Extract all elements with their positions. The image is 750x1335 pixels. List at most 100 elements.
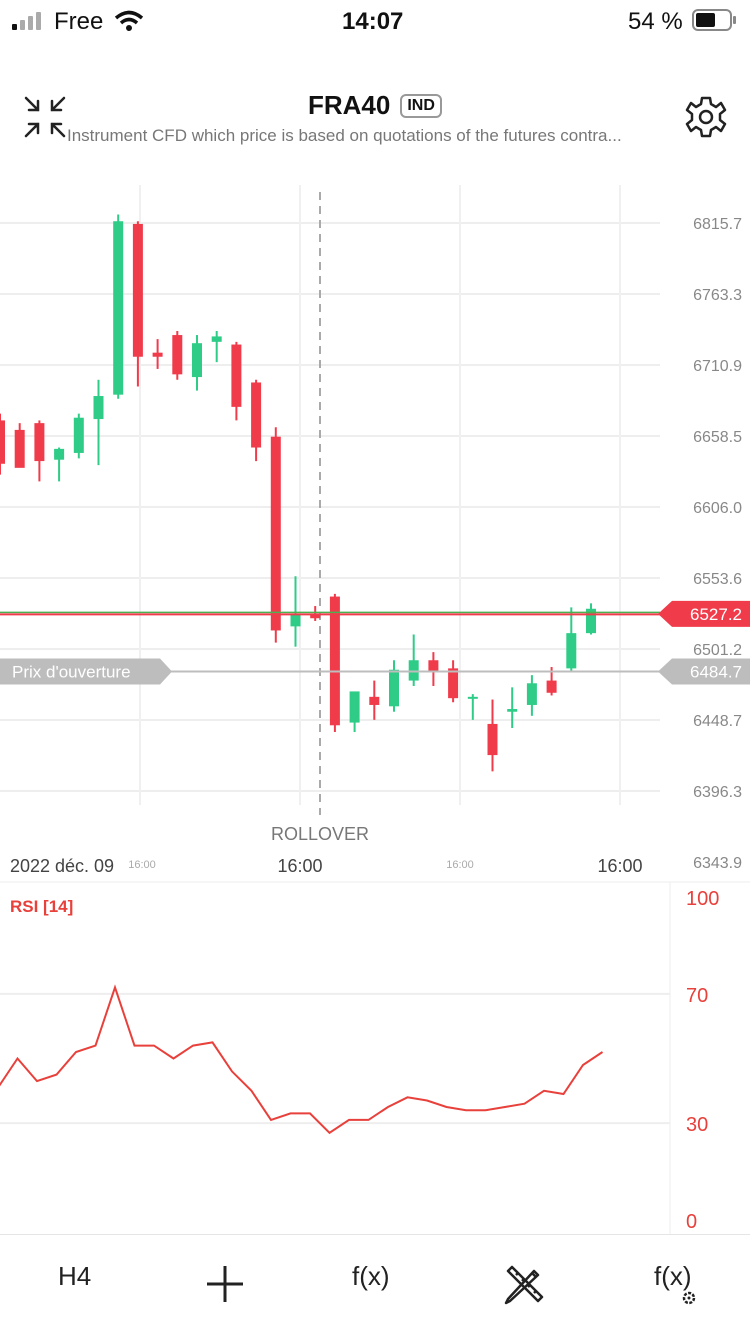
price-tick-label: 6710.9 bbox=[693, 358, 742, 375]
signal-icon bbox=[12, 12, 41, 30]
battery-percent: 54 % bbox=[628, 8, 683, 35]
price-chart[interactable]: ROLLOVER 6527.2 Prix d'ouverture 6484.7 68… bbox=[0, 180, 750, 1234]
instrument-symbol: FRA40 bbox=[308, 90, 391, 120]
indicator-settings-button[interactable]: f(x) bbox=[654, 1261, 692, 1291]
candle bbox=[251, 379, 262, 462]
candle-body bbox=[54, 448, 65, 460]
candle bbox=[428, 652, 439, 686]
candle-body bbox=[329, 596, 340, 726]
candle bbox=[0, 413, 5, 475]
instrument-header: FRA40 IND Instrument CFD which price is … bbox=[0, 60, 750, 160]
rsi-tick-label: 0 bbox=[686, 1211, 697, 1233]
current-price-value: 6527.2 bbox=[690, 605, 742, 624]
candle-body bbox=[93, 396, 104, 420]
open-price-value: 6484.7 bbox=[690, 662, 742, 681]
status-bar: Free 14:07 54 % bbox=[0, 0, 750, 44]
candle-body bbox=[310, 614, 321, 619]
candle bbox=[349, 691, 360, 733]
candle-body bbox=[152, 352, 163, 357]
candle bbox=[467, 694, 478, 720]
drawing-tools-icon[interactable] bbox=[504, 1263, 546, 1305]
candle-body bbox=[566, 633, 577, 669]
candle-body bbox=[428, 660, 439, 673]
candle bbox=[34, 420, 45, 482]
time-tick-label: 16:00 bbox=[446, 859, 474, 871]
price-tick-label: 6606.0 bbox=[693, 500, 742, 517]
title-row: FRA40 IND bbox=[308, 90, 442, 121]
price-tick-label: 6658.5 bbox=[693, 429, 742, 446]
candle-body bbox=[546, 680, 557, 693]
rollover-marker: ROLLOVER bbox=[271, 192, 369, 844]
candle bbox=[369, 680, 380, 720]
candle bbox=[586, 603, 596, 635]
candle bbox=[507, 687, 518, 728]
candle-body bbox=[14, 429, 25, 468]
current-price-tag bbox=[658, 600, 750, 627]
candle-body bbox=[467, 696, 478, 699]
candle bbox=[93, 379, 104, 466]
time-axis: 2022 déc. 09 16:00 16:00 16:00 16:00 bbox=[0, 856, 750, 883]
candle bbox=[152, 339, 163, 369]
price-tick-label: 6501.2 bbox=[693, 642, 742, 659]
clock: 14:07 bbox=[342, 8, 404, 35]
candle bbox=[270, 427, 281, 643]
candle-body bbox=[586, 608, 596, 634]
rsi-panel: 100 70 30 0 RSI [14] bbox=[0, 882, 719, 1234]
candle-body bbox=[487, 723, 498, 756]
candlestick-series bbox=[0, 214, 596, 772]
candle-body bbox=[192, 343, 202, 378]
candle bbox=[172, 330, 183, 380]
rsi-tick-label: 100 bbox=[686, 888, 719, 910]
candle bbox=[448, 660, 459, 703]
carrier-label: Free bbox=[54, 8, 104, 35]
candle bbox=[526, 675, 537, 716]
candle-body bbox=[0, 420, 5, 464]
price-tick-label: 6553.6 bbox=[693, 571, 742, 588]
rsi-line bbox=[0, 984, 604, 1135]
candle-body bbox=[526, 683, 537, 705]
candle-body bbox=[73, 417, 84, 453]
time-tick-label: 2022 déc. 09 bbox=[10, 856, 114, 876]
candle-body bbox=[290, 614, 301, 627]
candle-body bbox=[349, 691, 360, 723]
rsi-tick-label: 30 bbox=[686, 1114, 708, 1136]
price-lines: 6527.2 Prix d'ouverture 6484.7 bbox=[0, 600, 750, 685]
price-tick-label: 6343.9 bbox=[693, 855, 742, 872]
collapse-icon[interactable] bbox=[24, 96, 66, 138]
candle-body bbox=[132, 223, 143, 357]
rsi-tick-label: 70 bbox=[686, 985, 708, 1007]
candle bbox=[73, 413, 84, 459]
open-price-tag bbox=[0, 658, 172, 685]
rsi-label: RSI [14] bbox=[10, 897, 73, 916]
candle bbox=[231, 341, 242, 421]
candle bbox=[389, 660, 399, 712]
time-tick-label: 16:00 bbox=[277, 856, 322, 876]
candle bbox=[211, 330, 222, 363]
time-tick-label: 16:00 bbox=[597, 856, 642, 876]
candle bbox=[408, 634, 419, 686]
chart-grid bbox=[0, 185, 660, 805]
candle bbox=[54, 447, 65, 482]
indicators-button[interactable]: f(x) bbox=[352, 1261, 390, 1291]
candle-body bbox=[448, 668, 459, 699]
candle bbox=[192, 335, 202, 391]
timeframe-button[interactable]: H4 bbox=[58, 1261, 92, 1291]
instrument-description: Instrument CFD which price is based on q… bbox=[67, 126, 622, 145]
candle-body bbox=[270, 436, 281, 631]
candle-body bbox=[408, 660, 419, 681]
time-tick-label: 16:00 bbox=[128, 859, 156, 871]
rollover-label: ROLLOVER bbox=[271, 824, 369, 844]
candle bbox=[113, 214, 124, 399]
crosshair-icon[interactable] bbox=[206, 1265, 244, 1303]
battery-icon bbox=[692, 9, 736, 31]
candle bbox=[487, 699, 498, 772]
candle bbox=[329, 593, 340, 733]
instrument-type-badge: IND bbox=[400, 93, 442, 118]
candle bbox=[566, 607, 577, 673]
candle-body bbox=[231, 344, 242, 407]
candle-body bbox=[211, 336, 222, 342]
bottom-toolbar: H4 f(x) f(x) bbox=[0, 1234, 750, 1335]
settings-gear-icon[interactable] bbox=[685, 96, 727, 138]
small-gear-icon bbox=[682, 1291, 696, 1305]
candle-body bbox=[34, 423, 45, 462]
